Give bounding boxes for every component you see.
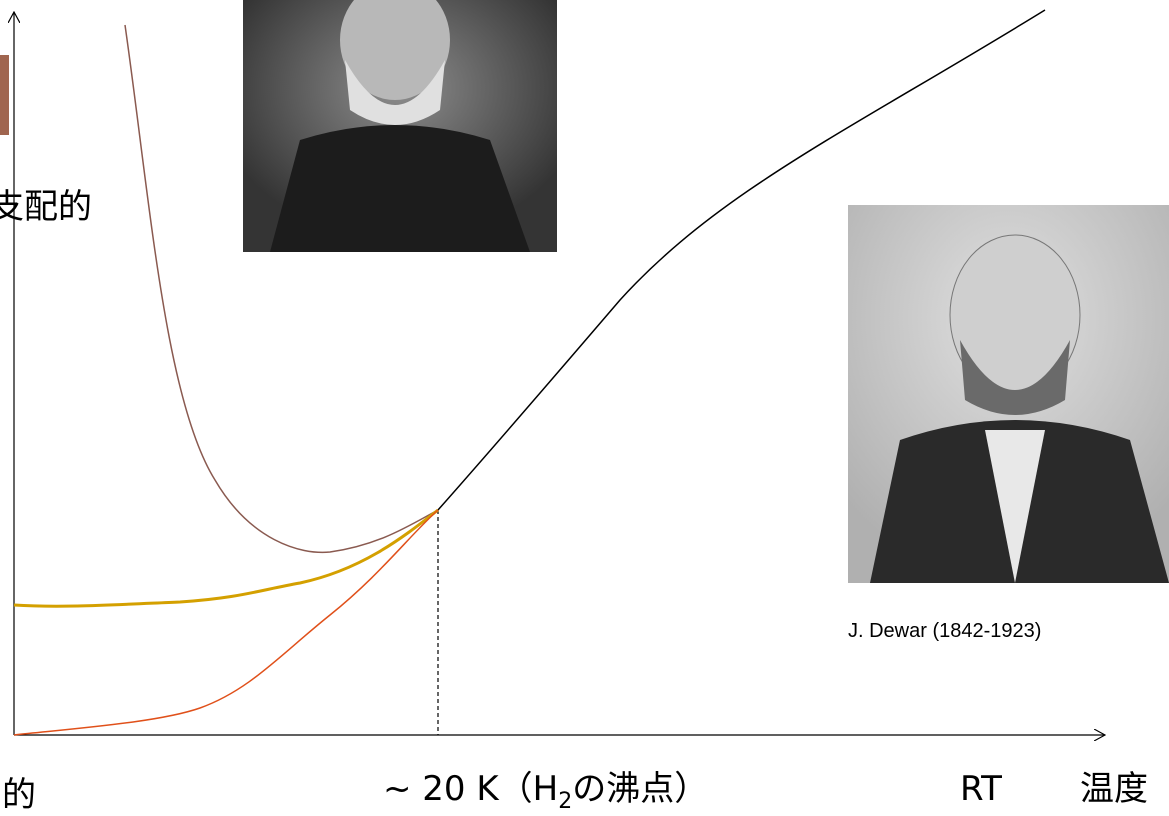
portrait-top [243, 0, 557, 252]
photo-caption: J. Dewar (1842-1923) [848, 620, 1041, 642]
label-rt: RT [960, 769, 1002, 809]
label-h2-suffix: の沸点） [572, 769, 708, 809]
curve-superconduct [13, 509, 439, 736]
label-temperature: 温度 [1080, 769, 1148, 809]
label-dominant-bottom: 的 [2, 775, 36, 815]
label-h2-point: ~ 20 K（H2の沸点） [383, 769, 708, 814]
label-h2-prefix: ~ 20 K（H [383, 769, 558, 809]
label-h2-subscript: 2 [558, 789, 572, 814]
accent-block [0, 55, 9, 135]
portrait-dewar [848, 205, 1169, 583]
curve-upturn [124, 24, 439, 554]
curve-high-temp [437, 9, 1046, 511]
curve-residual [13, 508, 439, 608]
label-dominant-top: 支配的 [0, 187, 92, 227]
